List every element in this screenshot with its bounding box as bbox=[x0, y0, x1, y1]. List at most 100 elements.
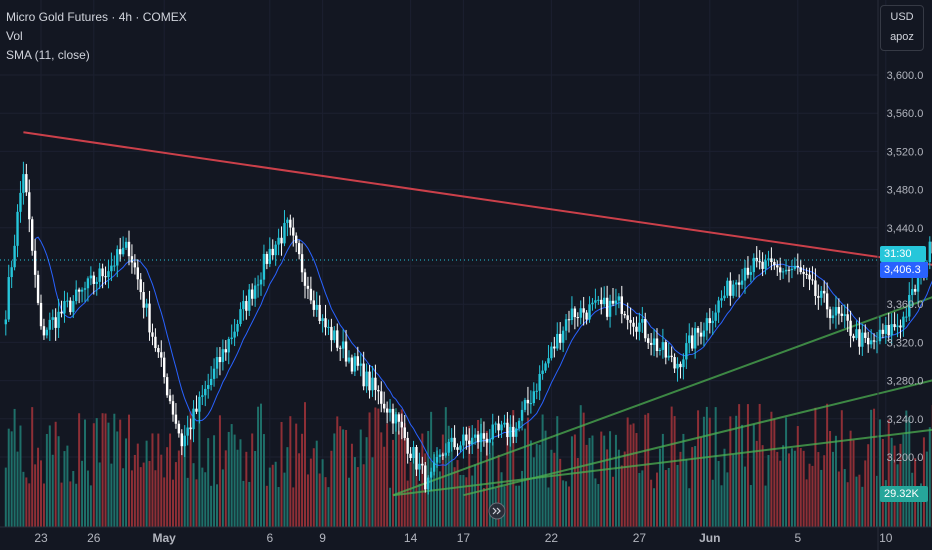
candle-body bbox=[515, 428, 518, 437]
trendlines[interactable] bbox=[23, 131, 932, 497]
candle-body bbox=[236, 323, 239, 332]
candle-body bbox=[849, 320, 852, 336]
candle-body bbox=[843, 314, 846, 316]
candle-body bbox=[22, 174, 25, 193]
volume-bar bbox=[524, 428, 526, 527]
trendline-resistance[interactable] bbox=[23, 131, 932, 296]
candle-body bbox=[664, 342, 667, 358]
volume-bar bbox=[368, 412, 371, 527]
volume-bar bbox=[268, 467, 271, 527]
candle-body bbox=[7, 277, 10, 320]
trendline-support-1[interactable] bbox=[392, 217, 932, 497]
time-nav-button[interactable] bbox=[488, 502, 506, 520]
volume-bar bbox=[362, 464, 365, 527]
candle-body bbox=[4, 319, 7, 325]
volume-bar bbox=[573, 434, 576, 527]
candle-body bbox=[403, 427, 406, 438]
volume-bar bbox=[365, 437, 368, 527]
volume-bar bbox=[656, 472, 658, 527]
candle-body bbox=[435, 457, 439, 463]
candle-body bbox=[611, 300, 615, 304]
candle-body bbox=[160, 352, 163, 358]
trendline-support-3[interactable] bbox=[392, 404, 932, 497]
candle-body bbox=[817, 295, 820, 298]
candle-body bbox=[500, 424, 503, 431]
candle-body bbox=[253, 285, 257, 299]
volume-bar bbox=[928, 427, 931, 527]
candle-body bbox=[908, 295, 911, 317]
candle-body bbox=[632, 322, 635, 327]
candle-body bbox=[136, 267, 139, 280]
volume-bar bbox=[148, 460, 151, 527]
volume-bar bbox=[216, 484, 218, 527]
candle-body bbox=[119, 249, 122, 255]
volume-bar bbox=[145, 440, 148, 527]
candle-body bbox=[13, 245, 16, 268]
x-tick-label: 26 bbox=[87, 531, 101, 545]
volume-bar bbox=[776, 451, 779, 527]
volume-bar bbox=[837, 471, 840, 527]
candle-body bbox=[773, 262, 776, 266]
candle-body bbox=[846, 314, 849, 321]
candle-body bbox=[869, 340, 873, 345]
trendline-support-2[interactable] bbox=[463, 327, 932, 497]
volume-bar bbox=[444, 407, 447, 527]
volume-bar bbox=[386, 423, 389, 527]
last-price-tag: 3,406.3 bbox=[880, 261, 928, 278]
candle-body bbox=[327, 326, 330, 328]
candle-body bbox=[711, 320, 714, 324]
candle-body bbox=[781, 271, 785, 273]
volume-bar bbox=[10, 431, 13, 527]
candle-body bbox=[682, 359, 685, 368]
volume-bars bbox=[4, 402, 932, 527]
candle-body bbox=[641, 318, 644, 323]
volume-bar bbox=[169, 433, 172, 527]
candle-body bbox=[673, 357, 676, 369]
volume-bar bbox=[447, 425, 450, 527]
candle-body bbox=[145, 303, 148, 308]
candle-body bbox=[116, 249, 119, 266]
candle-body bbox=[441, 454, 445, 456]
candle-body bbox=[48, 319, 51, 330]
candle-body bbox=[828, 309, 832, 319]
volume-bar bbox=[644, 414, 647, 527]
candle-body bbox=[899, 325, 902, 328]
volume-bar bbox=[576, 458, 579, 527]
volume-bar bbox=[512, 410, 515, 527]
volume-legend[interactable]: Vol bbox=[6, 29, 23, 43]
volume-bar bbox=[788, 453, 790, 527]
volume-bar bbox=[16, 451, 19, 527]
volume-bar bbox=[339, 426, 342, 527]
sma-legend[interactable]: SMA (11, close) bbox=[6, 48, 90, 62]
volume-bar bbox=[289, 416, 292, 527]
x-tick-label: May bbox=[153, 531, 177, 545]
x-tick-label: Jun bbox=[699, 531, 720, 545]
volume-bar bbox=[867, 444, 870, 527]
candle-body bbox=[793, 265, 797, 269]
volume-bar bbox=[650, 479, 653, 527]
volume-bar bbox=[468, 425, 471, 527]
instrument-title[interactable]: Micro Gold Futures · 4h · COMEX bbox=[6, 10, 187, 24]
volume-bar bbox=[723, 448, 726, 527]
candle-body bbox=[532, 391, 535, 404]
candle-body bbox=[429, 471, 433, 478]
candle-body bbox=[696, 328, 700, 333]
volume-bar bbox=[301, 433, 304, 527]
currency-button[interactable]: USD apoz bbox=[880, 5, 924, 51]
volume-bar bbox=[922, 437, 925, 527]
volume-bar bbox=[726, 472, 729, 527]
volume-bar bbox=[54, 421, 57, 527]
candle-body bbox=[605, 297, 609, 317]
x-tick-label: 14 bbox=[404, 531, 418, 545]
volume-bar bbox=[521, 470, 524, 527]
candle-body bbox=[168, 395, 172, 402]
candle-body bbox=[699, 332, 703, 337]
candle-body bbox=[453, 437, 456, 448]
candle-body bbox=[201, 395, 204, 397]
volume-bar bbox=[878, 419, 881, 527]
candle-body bbox=[409, 453, 412, 459]
candle-body bbox=[280, 237, 283, 244]
candle-body bbox=[183, 435, 186, 447]
